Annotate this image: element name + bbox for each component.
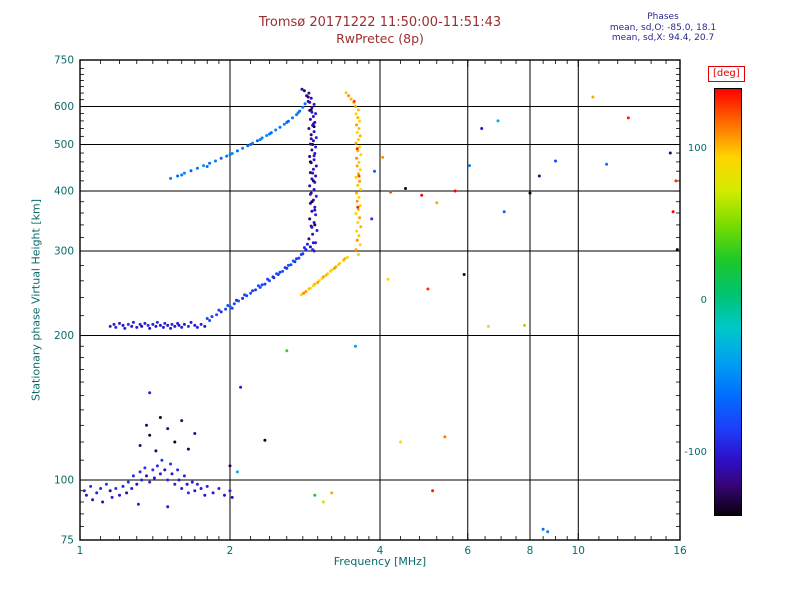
- axis-tick-labels-layer: 1 2 4 6 8 10 16 75 100 200 300 400 500 600 750: [54, 55, 687, 558]
- gridlines-layer: [80, 60, 680, 540]
- colorbar-unit-box: [deg]: [708, 66, 745, 82]
- phases-mean-sd-x: mean, sd,X: 94.4, 20.7: [611, 33, 715, 43]
- svg-text:200: 200: [54, 330, 74, 342]
- svg-text:6: 6: [464, 545, 471, 557]
- svg-text:8: 8: [527, 545, 534, 557]
- colorbar-gradient: [714, 88, 742, 516]
- phases-mean-sd-o: mean, sd,O: -85.0, 18.1: [609, 22, 717, 33]
- svg-text:16: 16: [673, 545, 687, 557]
- phases-legend: Phases mean, sd,O: -85.0, 18.1 mean, sd,…: [588, 12, 738, 44]
- phases-legend-title: Phases: [647, 12, 679, 22]
- svg-text:400: 400: [54, 186, 74, 198]
- svg-text:300: 300: [54, 246, 74, 258]
- svg-text:4: 4: [377, 545, 384, 557]
- svg-text:750: 750: [54, 55, 74, 67]
- colorbar-tick-label: -100: [684, 447, 707, 459]
- chart-title: Tromsø 20171222 11:50:00-11:51:43: [258, 15, 502, 30]
- x-axis-label: Frequency [MHz]: [333, 555, 427, 568]
- colorbar-tick-label: 100: [687, 142, 707, 154]
- svg-text:2: 2: [227, 545, 234, 557]
- colorbar-tick-label: 0: [700, 295, 707, 306]
- svg-text:100: 100: [54, 475, 74, 487]
- svg-text:75: 75: [61, 535, 74, 547]
- svg-text:10: 10: [572, 545, 585, 557]
- plot-frame: [79, 59, 681, 541]
- svg-text:1: 1: [77, 545, 84, 557]
- scatter-points-layer: [82, 87, 679, 534]
- svg-text:600: 600: [54, 101, 74, 113]
- colorbar-tick-labels: 100 0 -100: [660, 88, 710, 514]
- chart-subtitle: RwPretec (8p): [336, 31, 424, 46]
- colorbar-unit-label: [deg]: [713, 68, 740, 79]
- svg-text:500: 500: [54, 139, 74, 151]
